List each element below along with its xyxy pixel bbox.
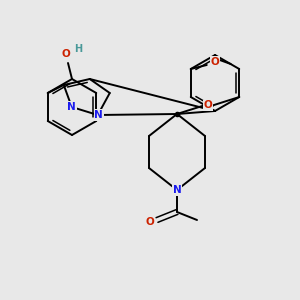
- Text: O: O: [210, 57, 219, 67]
- Text: O: O: [204, 100, 212, 110]
- Text: O: O: [61, 49, 70, 59]
- Text: O: O: [146, 217, 154, 227]
- Text: N: N: [172, 185, 182, 195]
- Text: N: N: [94, 110, 103, 120]
- Text: H: H: [74, 44, 82, 54]
- Text: N: N: [68, 102, 76, 112]
